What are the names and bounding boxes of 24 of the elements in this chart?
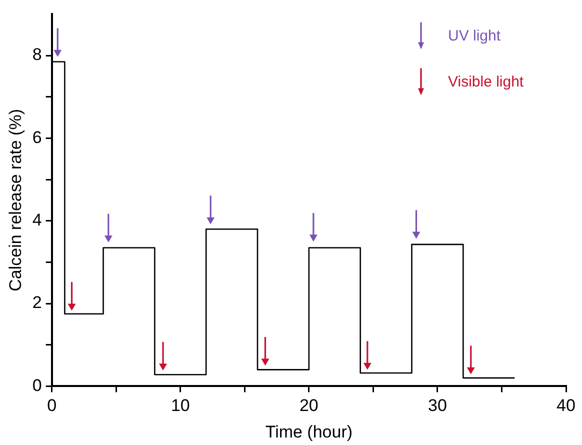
point [467,367,474,374]
x-tick-label: 20 [299,396,318,416]
x-tick-label: 40 [556,396,576,416]
y-tick-label: 6 [32,128,42,147]
point [68,304,76,310]
point [54,50,62,56]
point [310,234,318,242]
point [206,217,214,224]
x-tick-label: 10 [170,396,190,416]
x-tick-label: 30 [428,396,447,416]
y-tick-label: 4 [32,210,42,230]
x-tick-label: 0 [47,396,57,416]
y-tick-label: 8 [32,45,42,64]
point [159,364,167,370]
y-tick-label: 0 [32,376,42,395]
point [262,358,269,366]
point [104,236,112,242]
y-tick-label: 2 [32,293,42,312]
legend-label: Visible light [448,73,524,90]
point [364,362,372,370]
x-axis-title: Time (hour) [265,422,353,442]
y-axis-title: Calcein release rate (%) [6,109,25,292]
legend-label: UV light [448,27,502,44]
point [412,232,420,238]
